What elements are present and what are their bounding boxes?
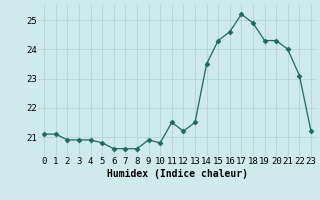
X-axis label: Humidex (Indice chaleur): Humidex (Indice chaleur) <box>107 169 248 179</box>
